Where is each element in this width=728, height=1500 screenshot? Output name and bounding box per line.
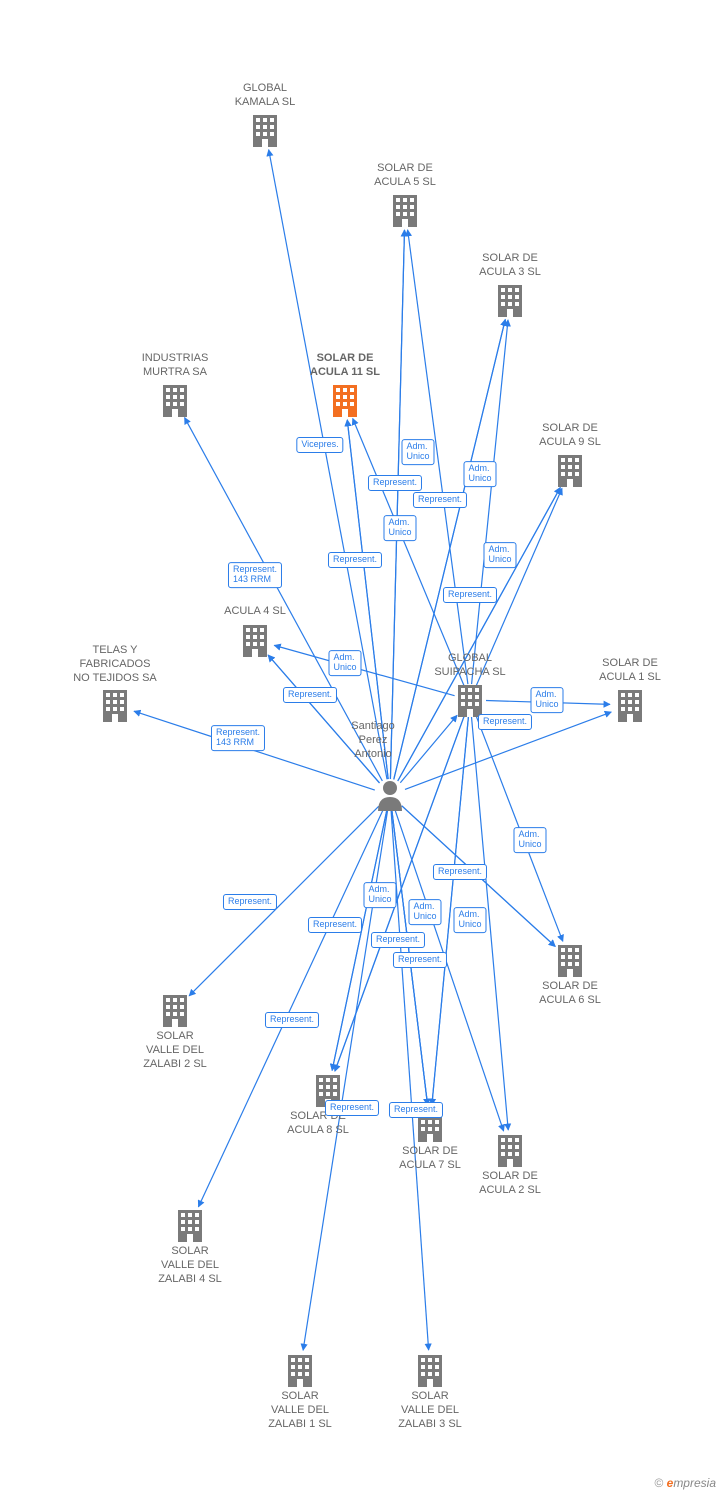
edge-label: Adm. Unico — [408, 899, 441, 925]
edge-label: Represent. 143 RRM — [228, 562, 282, 588]
node-zalabi4[interactable] — [174, 1208, 206, 1247]
node-telas[interactable] — [99, 688, 131, 727]
edge — [335, 715, 465, 1071]
edge-label: Represent. — [413, 492, 467, 508]
node-label-acula5: SOLAR DE ACULA 5 SL — [360, 162, 450, 190]
node-label-acula1: SOLAR DE ACULA 1 SL — [585, 657, 675, 685]
node-label-acula7: SOLAR DE ACULA 7 SL — [385, 1145, 475, 1173]
edge-label: Adm. Unico — [401, 439, 434, 465]
edge — [390, 230, 404, 779]
node-global-kamala[interactable] — [249, 113, 281, 152]
edge-label: Represent. — [478, 714, 532, 730]
node-acula9[interactable] — [554, 453, 586, 492]
node-murtra[interactable] — [159, 383, 191, 422]
edge — [472, 320, 508, 684]
edge-label: Represent. 143 RRM — [211, 725, 265, 751]
edge-label: Adm. Unico — [453, 907, 486, 933]
person-label: Santiago Perez Antonio — [333, 720, 413, 761]
node-zalabi3[interactable] — [414, 1353, 446, 1392]
edge-label: Represent. — [308, 917, 362, 933]
edge-label: Represent. — [283, 687, 337, 703]
node-acula3[interactable] — [494, 283, 526, 322]
edge — [189, 806, 379, 996]
node-acula11[interactable] — [329, 383, 361, 422]
node-label-zalabi2: SOLAR VALLE DEL ZALABI 2 SL — [130, 1030, 220, 1071]
edge-label: Represent. — [371, 932, 425, 948]
node-label-acula11: SOLAR DE ACULA 11 SL — [300, 352, 390, 380]
edge — [398, 487, 561, 781]
node-label-acula3: SOLAR DE ACULA 3 SL — [465, 252, 555, 280]
edge-label: Vicepres. — [296, 437, 343, 453]
edge-label: Represent. — [368, 475, 422, 491]
node-label-suipacha: GLOBAL SUIPACHA SL — [425, 652, 515, 680]
person-node[interactable] — [375, 779, 405, 816]
node-label-acula4: ACULA 4 SL — [210, 605, 300, 619]
edge-label: Represent. — [393, 952, 447, 968]
node-acula4[interactable] — [239, 623, 271, 662]
edge-label: Adm. Unico — [383, 515, 416, 541]
node-label-murtra: INDUSTRIAS MURTRA SA — [130, 352, 220, 380]
edge-label: Adm. Unico — [483, 542, 516, 568]
edge-label: Represent. — [328, 552, 382, 568]
edge-label: Represent. — [223, 894, 277, 910]
edge-label: Adm. Unico — [463, 461, 496, 487]
edge-label: Adm. Unico — [328, 650, 361, 676]
node-acula6[interactable] — [554, 943, 586, 982]
node-label-zalabi4: SOLAR VALLE DEL ZALABI 4 SL — [145, 1245, 235, 1286]
node-label-acula6: SOLAR DE ACULA 6 SL — [525, 980, 615, 1008]
edge — [269, 150, 387, 780]
node-zalabi2[interactable] — [159, 993, 191, 1032]
edge-label: Adm. Unico — [363, 882, 396, 908]
edge-label: Represent. — [265, 1012, 319, 1028]
node-label-zalabi1: SOLAR VALLE DEL ZALABI 1 SL — [255, 1390, 345, 1431]
node-acula1[interactable] — [614, 688, 646, 727]
node-acula2[interactable] — [494, 1133, 526, 1172]
edge-label: Represent. — [433, 864, 487, 880]
edge-label: Adm. Unico — [513, 827, 546, 853]
node-label-global-kamala: GLOBAL KAMALA SL — [220, 82, 310, 110]
node-label-acula9: SOLAR DE ACULA 9 SL — [525, 422, 615, 450]
edge — [198, 810, 383, 1207]
copyright-symbol: © — [654, 1476, 663, 1490]
edge-label: Represent. — [443, 587, 497, 603]
node-label-telas: TELAS Y FABRICADOS NO TEJIDOS SA — [70, 644, 160, 685]
edge-label: Adm. Unico — [530, 687, 563, 713]
node-zalabi1[interactable] — [284, 1353, 316, 1392]
node-label-acula2: SOLAR DE ACULA 2 SL — [465, 1170, 555, 1198]
node-label-zalabi3: SOLAR VALLE DEL ZALABI 3 SL — [385, 1390, 475, 1431]
edge-label: Represent. — [325, 1100, 379, 1116]
edge-label: Represent. — [389, 1102, 443, 1118]
copyright: © empresia — [654, 1476, 716, 1490]
brand-rest: mpresia — [673, 1476, 716, 1490]
node-acula5[interactable] — [389, 193, 421, 232]
